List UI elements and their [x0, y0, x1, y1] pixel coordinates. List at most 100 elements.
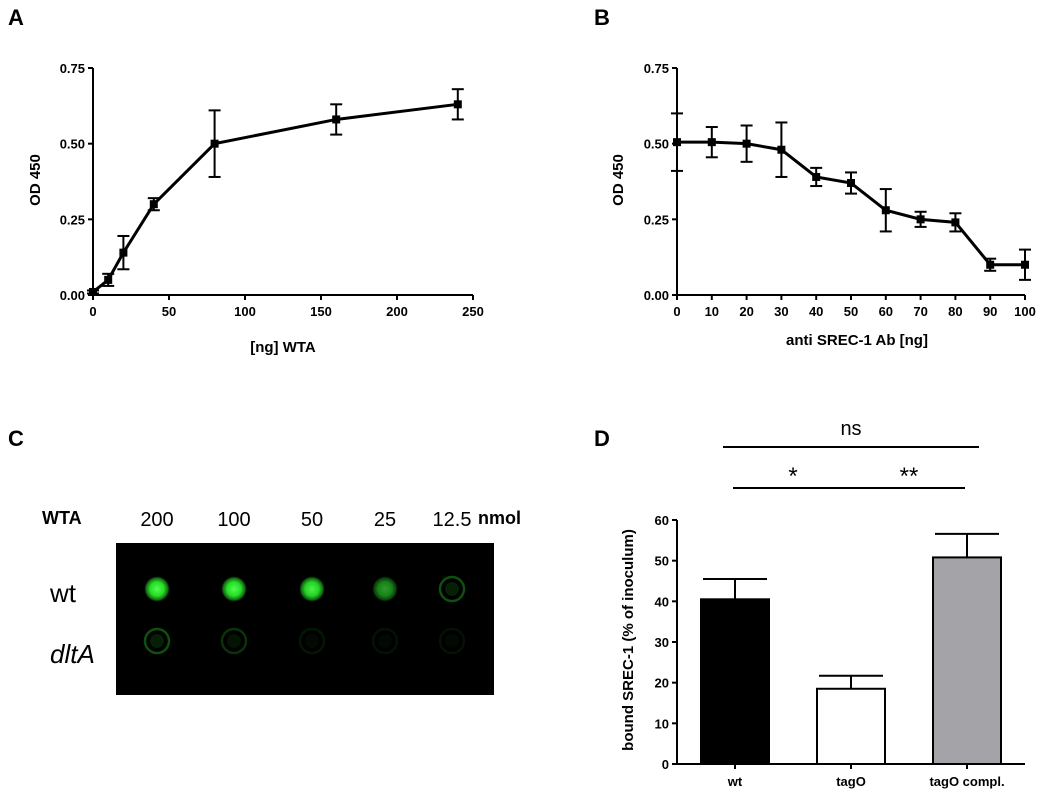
blot-row-labels: wt dltA [49, 578, 95, 669]
x-tick-label: 0 [673, 304, 680, 319]
bar [700, 598, 770, 765]
x-tick-label: 20 [739, 304, 753, 319]
y-tick-label: 0.25 [644, 212, 669, 227]
chart-b-marks [671, 112, 1031, 281]
blot-spot [372, 576, 398, 602]
panel-letter-a: A [8, 5, 24, 30]
series-line [92, 102, 458, 294]
panel-letter-d: D [594, 426, 610, 451]
error-bar [935, 532, 999, 558]
data-point [847, 179, 855, 188]
chart-b-y-tick-labels: 0.00 0.25 0.50 0.75 [644, 61, 669, 303]
data-point [986, 260, 995, 269]
data-point [1021, 260, 1029, 269]
concentration-label: 200 [140, 509, 173, 531]
data-point [210, 139, 219, 148]
x-tick-label: 150 [310, 304, 332, 319]
y-tick-label: 0.25 [60, 212, 85, 227]
blot-spot [298, 627, 326, 655]
concentration-label: 50 [301, 509, 323, 531]
data-point [104, 275, 113, 284]
chart-b-x-tick-labels: 0 10 20 30 40 50 60 70 80 90 100 [673, 304, 1035, 319]
data-point [89, 287, 97, 296]
blot-spot [371, 627, 399, 655]
series-line [677, 140, 1025, 267]
x-tick-label: 10 [705, 304, 719, 319]
y-tick-label: 20 [655, 676, 669, 691]
data-point [916, 215, 925, 224]
blot-spot [438, 627, 466, 655]
y-tick-label: 50 [655, 554, 669, 569]
y-tick-label: 30 [655, 635, 669, 650]
bar [932, 556, 1002, 765]
y-tick-label: 0.00 [60, 288, 85, 303]
error-bar [819, 674, 883, 689]
chart-b-y-axis-label: OD 450 [610, 154, 627, 206]
chart-panel-a: 0 50 100 150 200 250 0.00 0.25 0.50 0.75 [ng] WT… [27, 61, 484, 356]
data-point [332, 115, 341, 124]
y-tick-label: 40 [655, 594, 669, 609]
blot-membrane [116, 543, 494, 695]
y-tick-label: 0.75 [60, 61, 85, 76]
x-tick-label: 100 [1014, 304, 1036, 319]
category-label: tagO compl. [929, 774, 1004, 789]
concentration-label: 100 [217, 509, 250, 531]
blot-row-label: wt [49, 578, 77, 608]
concentration-label: 12.5 [433, 509, 472, 531]
significance-label: ns [840, 418, 861, 440]
chart-a-axes [88, 67, 474, 300]
data-point [453, 100, 462, 109]
data-point [812, 172, 821, 181]
blot-spots [143, 575, 466, 655]
data-point [119, 248, 128, 257]
y-tick-label: 0 [662, 757, 669, 772]
x-tick-label: 30 [774, 304, 788, 319]
concentration-label: 25 [374, 509, 396, 531]
chart-a-x-axis-label: [ng] WTA [250, 339, 316, 356]
y-tick-label: 10 [655, 716, 669, 731]
x-tick-label: 200 [386, 304, 408, 319]
blot-spot [438, 575, 466, 603]
x-tick-label: 70 [913, 304, 927, 319]
data-point [742, 139, 751, 148]
y-tick-label: 0.50 [60, 137, 85, 152]
y-tick-label: 0.00 [644, 288, 669, 303]
x-tick-label: 90 [983, 304, 997, 319]
x-tick-label: 0 [89, 304, 96, 319]
panel-letter-b: B [594, 5, 610, 30]
data-point [707, 138, 716, 147]
data-point [673, 138, 681, 147]
chart-d-y-axis-label: bound SREC-1 (% of inoculum) [620, 529, 637, 751]
panel-letter-c: C [8, 426, 24, 451]
blot-concentration-labels: 200 100 50 25 12.5 [140, 509, 471, 531]
y-tick-label: 60 [655, 513, 669, 528]
chart-d-y-tick-labels: 0 10 20 30 40 50 60 [655, 513, 669, 772]
chart-b-axes [672, 67, 1026, 300]
x-tick-label: 40 [809, 304, 823, 319]
bar [816, 687, 886, 765]
x-tick-label: 60 [879, 304, 893, 319]
significance-label: ** [900, 463, 919, 490]
category-label: wt [727, 774, 743, 789]
chart-a-x-tick-labels: 0 50 100 150 200 250 [89, 304, 483, 319]
x-tick-label: 100 [234, 304, 256, 319]
dot-blot-panel: WTA 200 100 50 25 12.5 nmol wt dltA [42, 508, 521, 695]
data-point [777, 145, 786, 154]
blot-spot [143, 627, 171, 655]
chart-b-x-axis-label: anti SREC-1 Ab [ng] [786, 332, 928, 349]
blot-spot [221, 576, 247, 602]
y-tick-label: 0.50 [644, 137, 669, 152]
data-point [881, 206, 890, 215]
blot-row-label: dltA [50, 639, 95, 669]
data-point [951, 218, 960, 227]
chart-a-marks [87, 88, 464, 296]
chart-d-significance: * **ns [723, 418, 979, 490]
x-tick-label: 50 [844, 304, 858, 319]
chart-panel-b: 0 10 20 30 40 50 60 70 80 90 100 0.000.250.500.75 … [610, 61, 1036, 349]
blot-spot [144, 576, 170, 602]
chart-d-category-labels: wt tagO tagO compl. [727, 774, 1005, 789]
x-tick-label: 50 [162, 304, 176, 319]
blot-spot [220, 627, 248, 655]
